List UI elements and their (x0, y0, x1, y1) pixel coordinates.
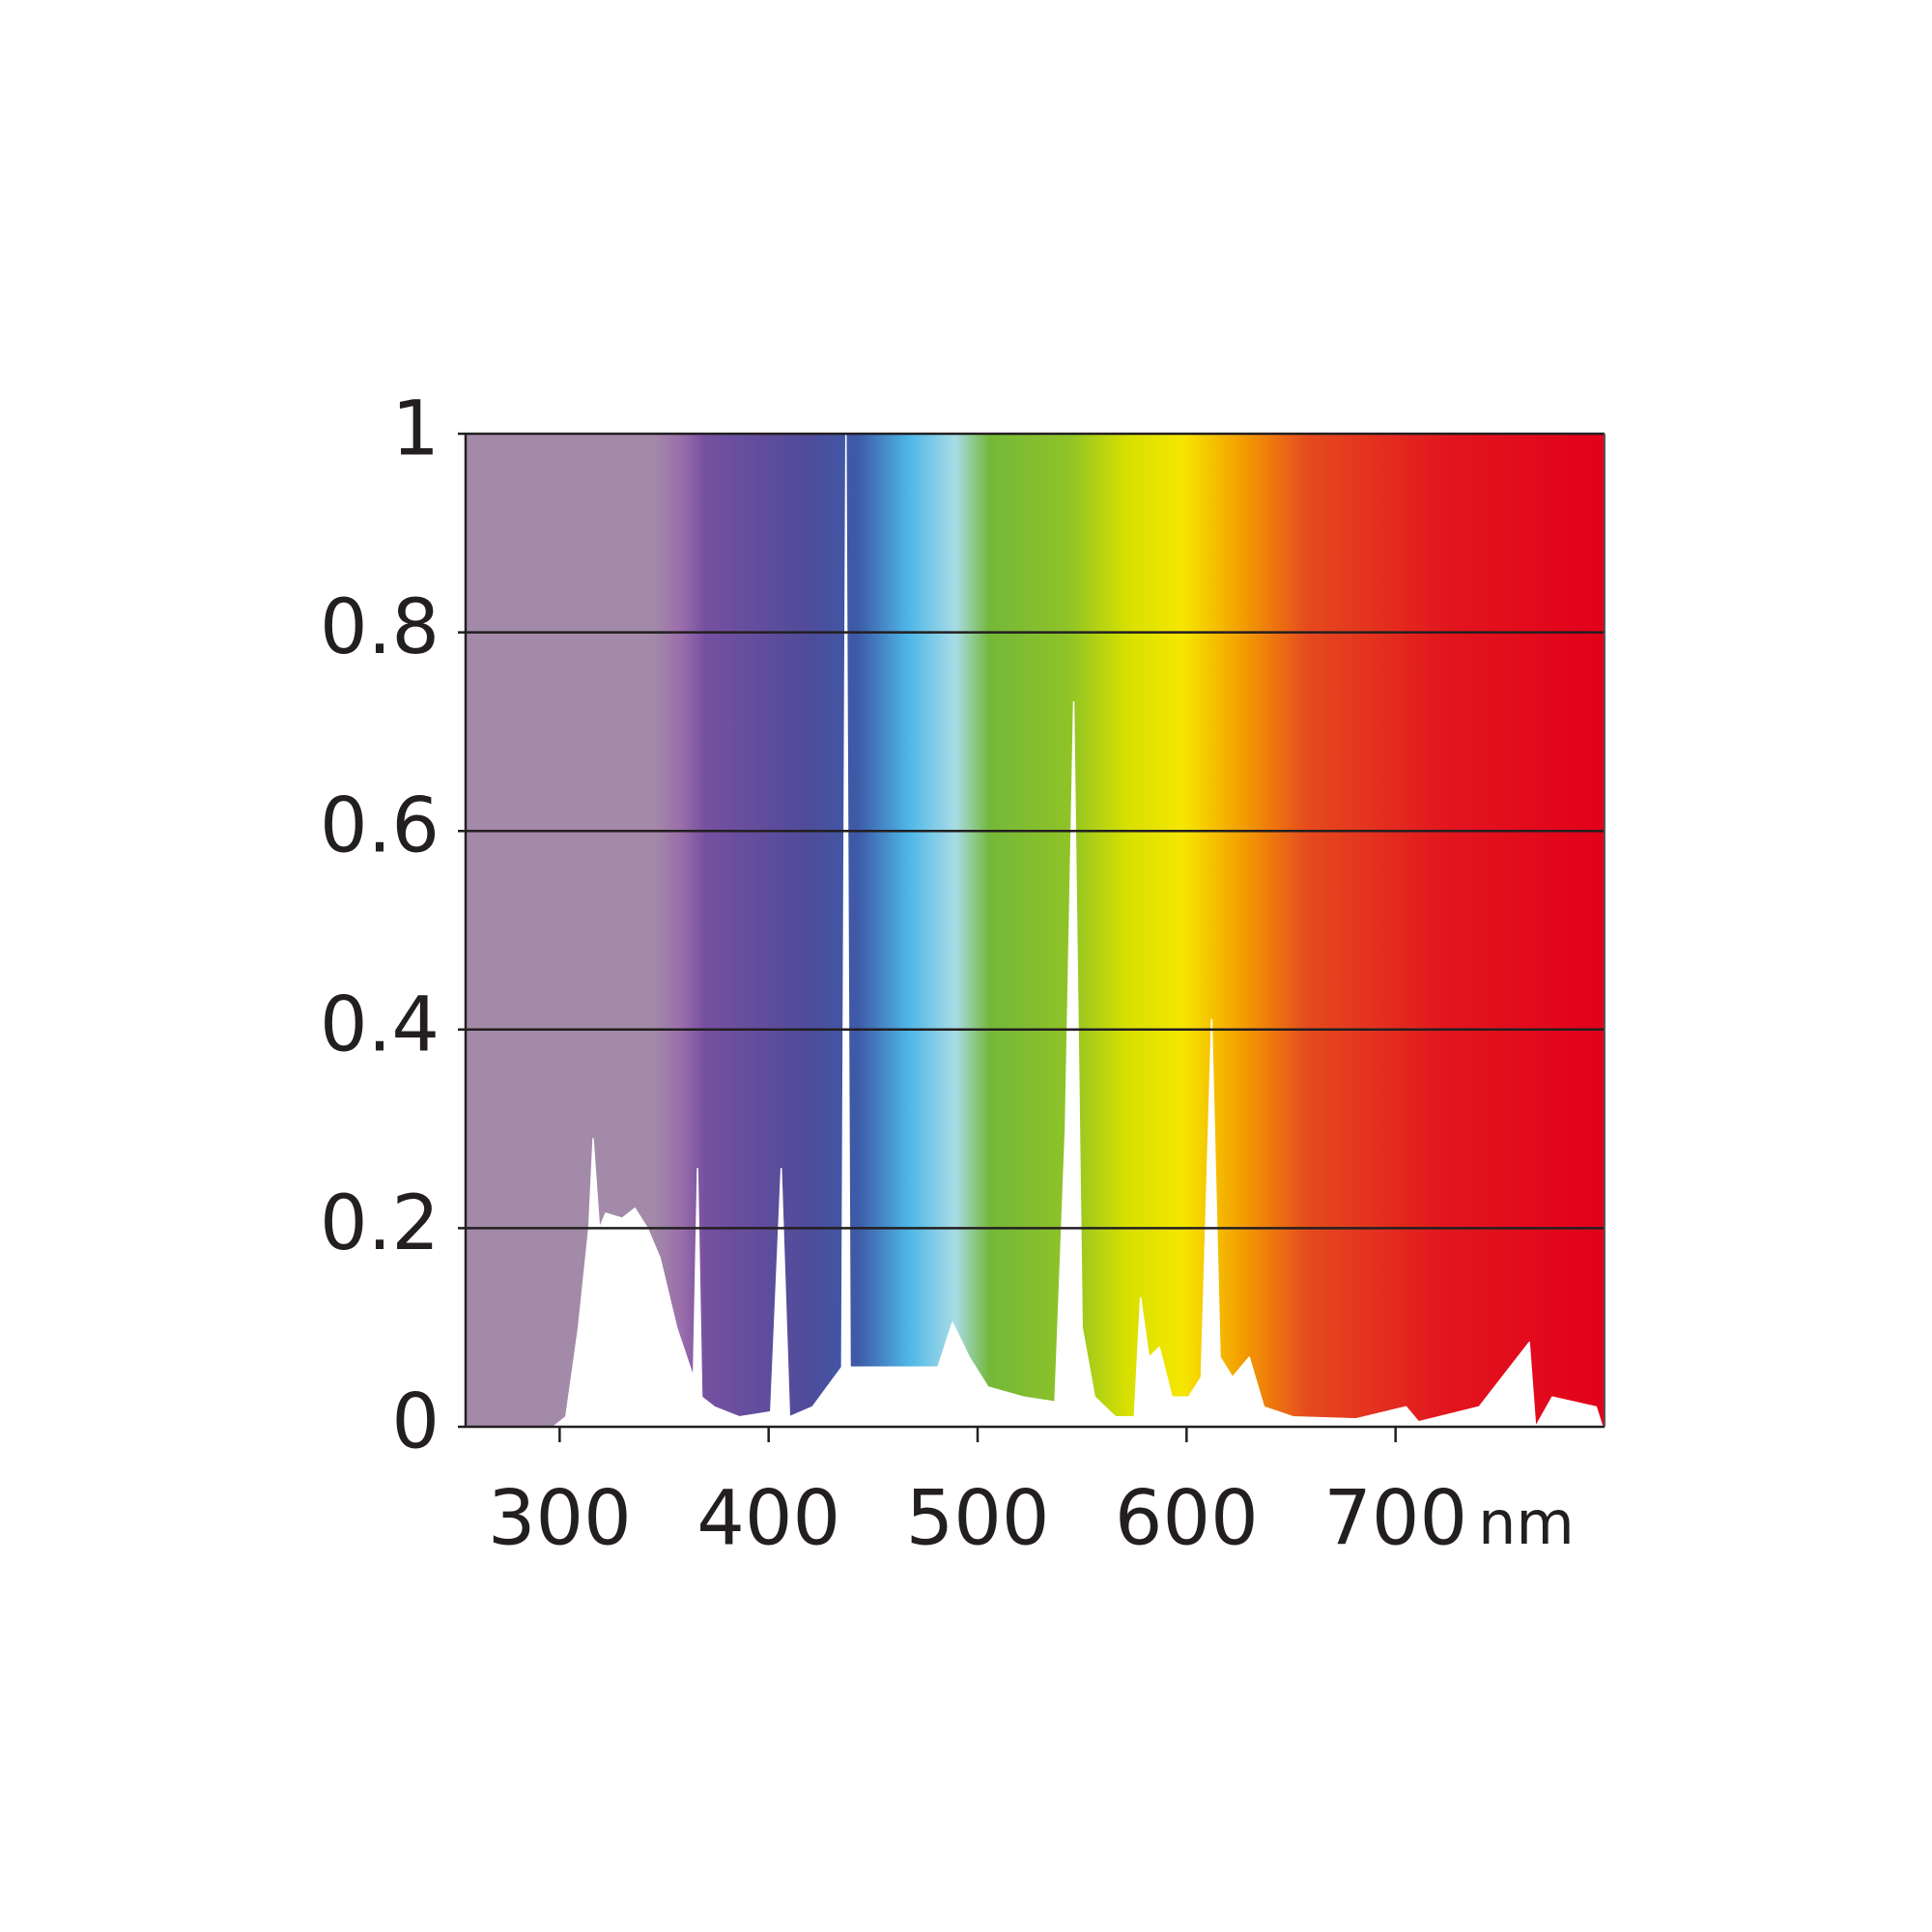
x-tick-label: 400 (696, 1475, 840, 1562)
y-tick-label: 0 (391, 1378, 440, 1465)
x-tick-label: 300 (488, 1475, 632, 1562)
y-tick-label: 1 (391, 385, 440, 472)
y-tick-label: 0.8 (320, 584, 440, 671)
x-tick-label: 500 (906, 1475, 1050, 1562)
x-tick-label: 600 (1115, 1475, 1259, 1562)
y-tick-label: 0.2 (320, 1180, 440, 1267)
y-tick-label: 0.6 (320, 783, 440, 870)
x-tick-label: 700 (1323, 1475, 1467, 1562)
y-tick-label: 0.4 (320, 981, 440, 1068)
x-axis-unit: nm (1478, 1488, 1575, 1558)
